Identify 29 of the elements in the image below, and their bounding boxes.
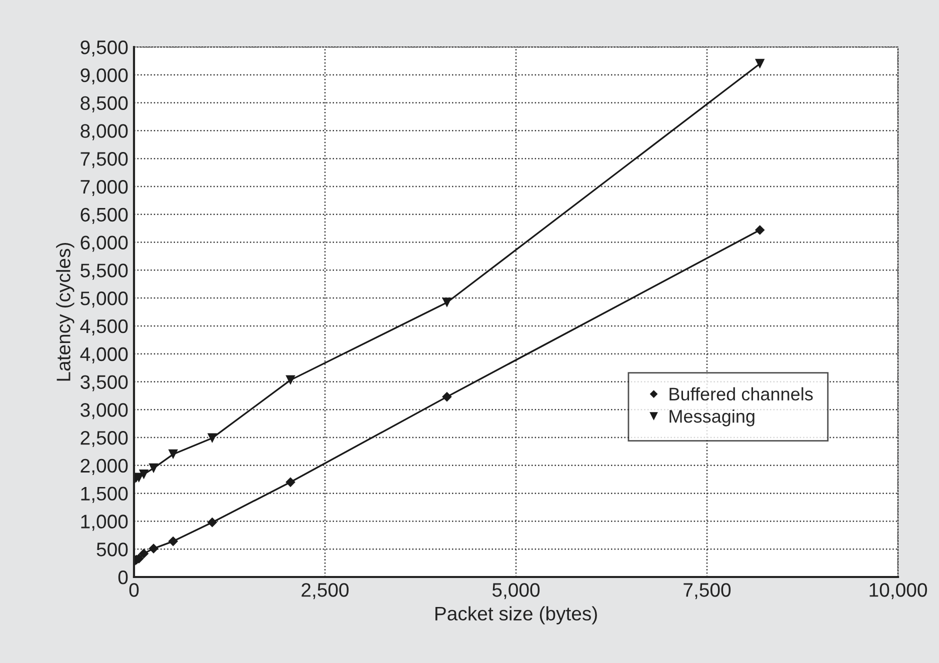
x-tick-label: 2,500 xyxy=(302,583,349,600)
y-tick-label: 5,000 xyxy=(80,292,128,308)
y-tick-label: 8,000 xyxy=(80,124,128,140)
y-tick-label: 6,000 xyxy=(80,236,128,252)
y-tick-label: 2,000 xyxy=(80,458,128,475)
y-tick-label: 9,500 xyxy=(80,40,128,57)
y-tick-label: 8,500 xyxy=(80,96,128,112)
y-tick-label: 3,000 xyxy=(80,403,128,420)
y-tick-label: 4,500 xyxy=(80,319,128,336)
y-tick-label: 0 xyxy=(118,570,128,584)
legend-label: Buffered channels xyxy=(670,387,813,401)
legend-label: Messaging xyxy=(670,409,754,426)
y-tick-label: 3,500 xyxy=(80,375,128,392)
y-tick-label: 7,000 xyxy=(80,180,128,196)
x-tick-label: 5,000 xyxy=(492,583,540,600)
y-tick-label: 500 xyxy=(96,542,128,556)
y-tick-label: 1,000 xyxy=(81,514,128,531)
y-tick-label: 5,500 xyxy=(80,264,128,280)
x-tick-label: 10,000 xyxy=(870,583,927,600)
y-tick-label: 4,000 xyxy=(80,347,128,364)
x-tick-label: 0 xyxy=(129,583,139,597)
y-tick-label: 1,500 xyxy=(81,486,128,503)
x-tick-label: 7,500 xyxy=(684,583,731,600)
y-axis-title: Latency (cycles) xyxy=(56,242,74,381)
y-tick-label: 6,500 xyxy=(80,208,128,224)
y-tick-label: 7,500 xyxy=(80,152,128,168)
y-tick-label: 2,500 xyxy=(80,430,128,448)
x-axis-title: Packet size (bytes) xyxy=(435,606,597,624)
y-tick-label: 9,000 xyxy=(80,68,128,84)
